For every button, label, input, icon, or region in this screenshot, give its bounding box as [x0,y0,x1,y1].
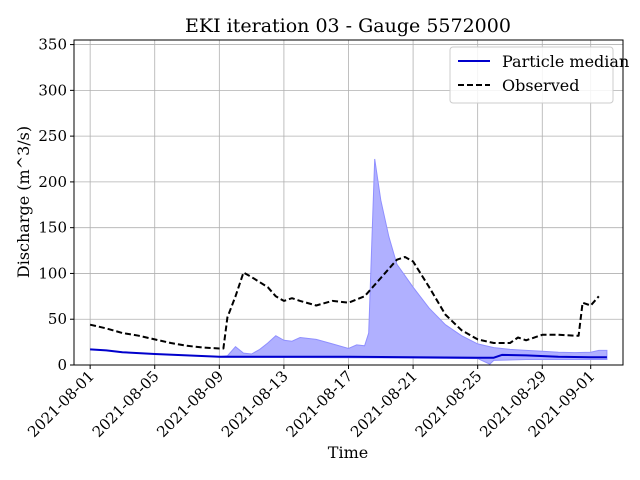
grid-lines [74,40,623,366]
y-axis-ticks: 0 50 100 150 200 250 300 350 [38,36,74,374]
x-axis-ticks: 2021-08-012021-08-052021-08-092021-08-13… [24,365,599,441]
observed-line [89,256,600,350]
y-tick-label: 250 [38,127,67,145]
y-tick-label: 200 [38,173,67,191]
y-axis-label: Discharge (m^3/s) [14,126,33,278]
x-tick-label: 2021-08-05 [89,367,163,441]
x-axis-label: Time [328,443,368,462]
x-tick-label: 2021-08-17 [282,367,356,441]
y-tick-label: 50 [48,310,67,328]
legend: Particle median Observed [449,46,629,104]
uncertainty-band [218,158,608,365]
y-tick-label: 100 [38,264,67,282]
x-tick-label: 2021-08-13 [218,367,292,441]
y-tick-label: 0 [57,356,67,374]
x-tick-label: 2021-08-25 [412,367,486,441]
y-tick-label: 350 [38,36,67,54]
chart-title: EKI iteration 03 - Gauge 5572000 [185,15,511,37]
particle-range-band [218,158,608,365]
x-tick-label: 2021-08-09 [153,367,227,441]
legend-label-observed: Observed [502,76,579,95]
y-tick-label: 150 [38,219,67,237]
legend-box [449,46,614,104]
x-tick-label: 2021-08-21 [347,367,421,441]
legend-label-particle-median: Particle median [502,52,629,71]
x-tick-label: 2021-08-01 [24,367,98,441]
series-lines [89,256,607,359]
particle-median-line [90,348,607,359]
y-tick-label: 300 [38,81,67,99]
